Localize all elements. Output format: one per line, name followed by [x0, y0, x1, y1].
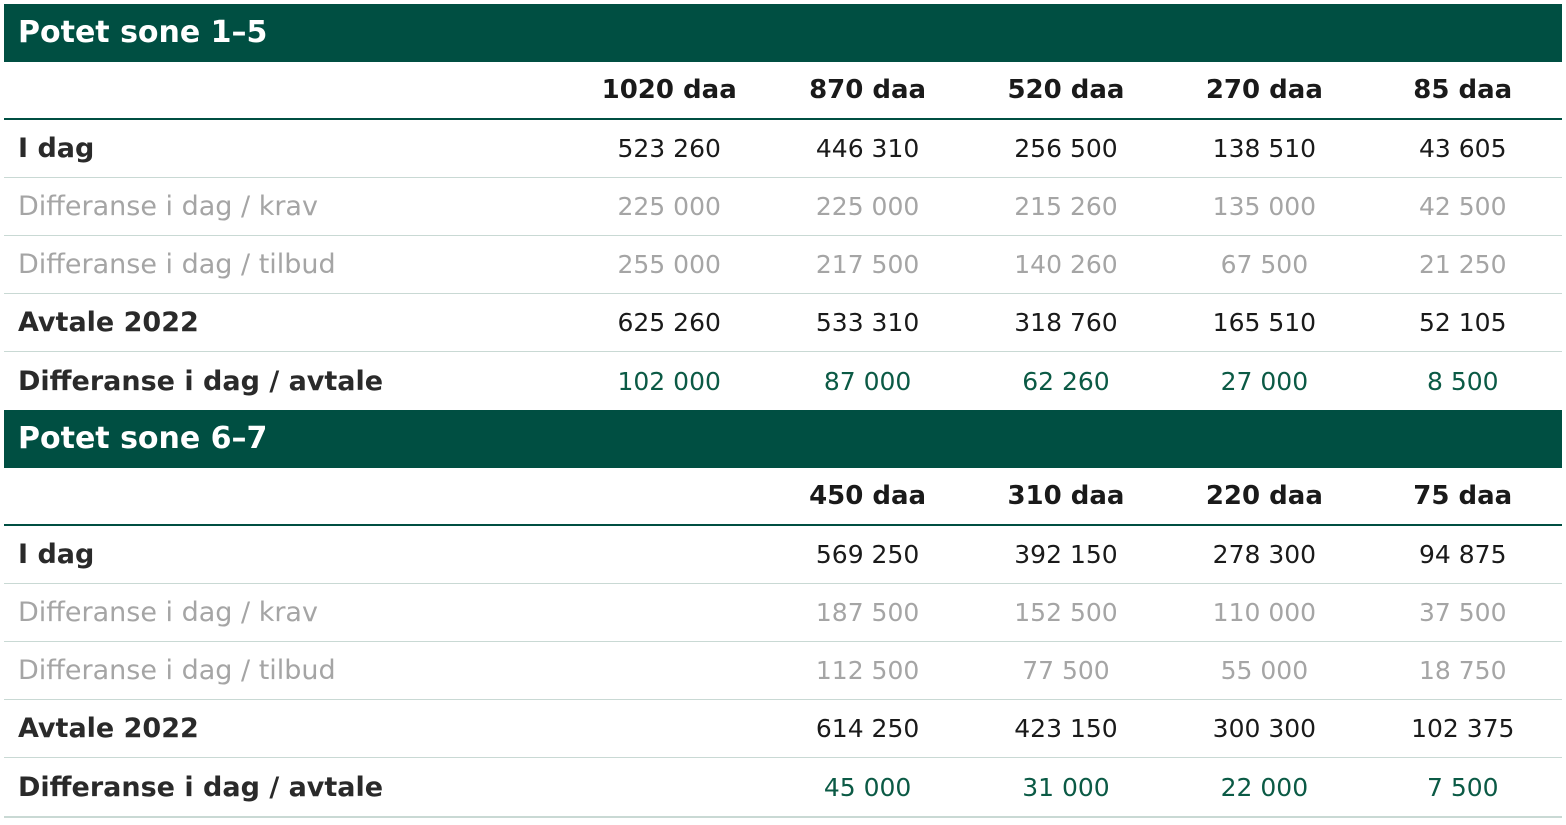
column-header: 220 daa	[1205, 481, 1323, 511]
table-cell: 45 000	[823, 772, 912, 802]
table-cell: 278 300	[1212, 540, 1317, 569]
table-cell: 22 000	[1220, 772, 1309, 802]
table-row-differanse-tilbud: Differanse i dag / tilbud 255 000 217 50…	[4, 236, 1562, 294]
table-cell: 138 510	[1212, 134, 1317, 163]
table-cell: 21 250	[1419, 250, 1507, 279]
table-cell: 225 000	[617, 192, 721, 221]
row-label: I dag	[18, 539, 95, 570]
table-cell: 55 000	[1220, 656, 1309, 685]
table-row-differanse-avtale: Differanse i dag / avtale 45 000 31 000 …	[4, 758, 1562, 816]
table-cell: 569 250	[815, 540, 920, 569]
table-cell: 140 260	[1014, 250, 1118, 279]
table-cell: 152 500	[1014, 598, 1118, 627]
table-cell: 110 000	[1212, 598, 1317, 627]
table-cell: 27 000	[1220, 366, 1309, 396]
table-cell: 392 150	[1014, 540, 1118, 569]
table-cell: 102 375	[1411, 714, 1515, 743]
table-cell: 625 260	[617, 308, 721, 337]
table-cell: 135 000	[1212, 192, 1317, 221]
row-label: Differanse i dag / avtale	[18, 365, 384, 397]
table-row-i-dag: I dag 523 260 446 310 256 500 138 510 43…	[4, 120, 1562, 178]
price-comparison-tables: Potet sone 1–5 1020 daa 870 daa 520 daa …	[4, 4, 1562, 818]
table-cell: 37 500	[1419, 598, 1507, 627]
table-row-avtale-2022: Avtale 2022 625 260 533 310 318 760 165 …	[4, 294, 1562, 352]
table-row-differanse-tilbud: Differanse i dag / tilbud 112 500 77 500…	[4, 642, 1562, 700]
table-row-differanse-avtale: Differanse i dag / avtale 102 000 87 000…	[4, 352, 1562, 410]
table-cell: 7 500	[1426, 772, 1499, 802]
table-cell: 446 310	[815, 134, 920, 163]
table-cell: 523 260	[617, 134, 721, 163]
section-potet-sone-6-7: Potet sone 6–7 450 daa 310 daa 220 daa 7…	[4, 410, 1562, 818]
table-cell: 187 500	[815, 598, 920, 627]
row-label: Differanse i dag / tilbud	[18, 655, 336, 686]
column-header-row: 1020 daa 870 daa 520 daa 270 daa 85 daa	[4, 62, 1562, 120]
table-cell: 52 105	[1419, 308, 1507, 337]
column-header: 85 daa	[1413, 75, 1513, 105]
table-cell: 533 310	[815, 308, 920, 337]
section-title: Potet sone 6–7	[4, 410, 1562, 468]
section-title: Potet sone 1–5	[4, 4, 1562, 62]
row-label: Differanse i dag / krav	[18, 597, 318, 628]
column-header: 520 daa	[1007, 75, 1125, 105]
table-cell: 215 260	[1014, 192, 1118, 221]
column-header: 1020 daa	[601, 75, 737, 105]
table-cell: 217 500	[815, 250, 920, 279]
table-cell: 300 300	[1212, 714, 1317, 743]
table-cell: 87 000	[823, 366, 912, 396]
column-header: 870 daa	[809, 75, 927, 105]
table-cell: 165 510	[1212, 308, 1317, 337]
table-row-avtale-2022: Avtale 2022 614 250 423 150 300 300 102 …	[4, 700, 1562, 758]
row-label: Avtale 2022	[18, 307, 199, 338]
table-cell: 77 500	[1022, 656, 1110, 685]
table-cell: 8 500	[1426, 366, 1499, 396]
table-row-i-dag: I dag 569 250 392 150 278 300 94 875	[4, 526, 1562, 584]
row-label: Differanse i dag / tilbud	[18, 249, 336, 280]
section-potet-sone-1-5: Potet sone 1–5 1020 daa 870 daa 520 daa …	[4, 4, 1562, 410]
column-header: 450 daa	[809, 481, 927, 511]
row-label: Avtale 2022	[18, 713, 199, 744]
table-cell: 62 260	[1022, 366, 1110, 396]
table-cell: 31 000	[1022, 772, 1110, 802]
table-cell: 43 605	[1419, 134, 1507, 163]
table-cell: 423 150	[1014, 714, 1118, 743]
table-bottom-divider	[4, 816, 1562, 818]
column-header: 270 daa	[1205, 75, 1323, 105]
table-cell: 256 500	[1014, 134, 1118, 163]
table-cell: 255 000	[617, 250, 721, 279]
column-header: 75 daa	[1413, 481, 1513, 511]
table-row-differanse-krav: Differanse i dag / krav 187 500 152 500 …	[4, 584, 1562, 642]
column-header-row: 450 daa 310 daa 220 daa 75 daa	[4, 468, 1562, 526]
row-label: Differanse i dag / avtale	[18, 771, 384, 803]
table-cell: 42 500	[1419, 192, 1507, 221]
table-cell: 67 500	[1220, 250, 1309, 279]
table-cell: 18 750	[1419, 656, 1507, 685]
row-label: Differanse i dag / krav	[18, 191, 318, 222]
table-cell: 318 760	[1014, 308, 1118, 337]
table-cell: 614 250	[815, 714, 920, 743]
table-row-differanse-krav: Differanse i dag / krav 225 000 225 000 …	[4, 178, 1562, 236]
table-cell: 225 000	[815, 192, 920, 221]
column-header: 310 daa	[1007, 481, 1125, 511]
table-cell: 112 500	[815, 656, 920, 685]
row-label: I dag	[18, 133, 95, 164]
table-cell: 102 000	[617, 366, 721, 396]
table-cell: 94 875	[1419, 540, 1507, 569]
